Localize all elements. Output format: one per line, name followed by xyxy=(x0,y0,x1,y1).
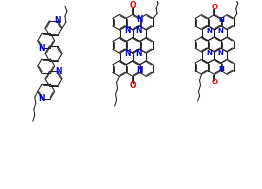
Text: N: N xyxy=(54,16,61,25)
Text: N: N xyxy=(219,66,225,72)
Text: O: O xyxy=(130,81,136,90)
Text: N: N xyxy=(217,50,223,56)
Text: N: N xyxy=(137,15,143,24)
Text: N: N xyxy=(137,67,143,75)
Text: N: N xyxy=(38,43,45,53)
Text: N: N xyxy=(124,26,130,35)
Text: N: N xyxy=(217,28,223,34)
Text: N: N xyxy=(55,67,62,76)
Text: N: N xyxy=(38,94,45,103)
Text: O: O xyxy=(211,4,217,10)
Text: O: O xyxy=(211,79,217,85)
Text: N: N xyxy=(135,49,142,58)
Text: N: N xyxy=(124,49,130,58)
Text: N: N xyxy=(206,50,212,56)
Text: O: O xyxy=(130,1,136,10)
Text: N: N xyxy=(219,17,225,23)
Text: N: N xyxy=(135,26,142,35)
Text: N: N xyxy=(206,28,212,34)
